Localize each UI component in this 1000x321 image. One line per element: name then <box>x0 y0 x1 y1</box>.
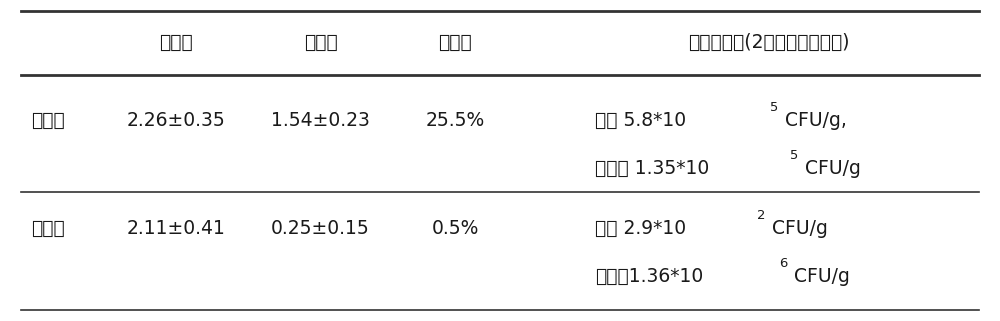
Text: CFU/g: CFU/g <box>772 220 828 239</box>
Text: 6: 6 <box>779 257 788 270</box>
Text: 0.25±0.15: 0.25±0.15 <box>271 220 370 239</box>
Text: CFU/g: CFU/g <box>805 159 861 178</box>
Text: 0.5%: 0.5% <box>431 220 479 239</box>
Text: 死淘率: 死淘率 <box>304 33 337 52</box>
Text: 1.54±0.23: 1.54±0.23 <box>271 111 370 130</box>
Text: CFU/g: CFU/g <box>794 267 850 286</box>
Text: 料肉比: 料肉比 <box>159 33 193 52</box>
Text: 粪便中菌群(2周取早晨鲜粪样): 粪便中菌群(2周取早晨鲜粪样) <box>688 33 850 52</box>
Text: 2.26±0.35: 2.26±0.35 <box>127 111 225 130</box>
Text: 乳酸菌1.36*10: 乳酸菌1.36*10 <box>595 267 703 286</box>
Text: 2: 2 <box>757 209 766 222</box>
Text: CFU/g,: CFU/g, <box>785 111 847 130</box>
Text: 5: 5 <box>790 149 798 161</box>
Text: 霉菌 5.8*10: 霉菌 5.8*10 <box>595 111 686 130</box>
Text: 腹泻率: 腹泻率 <box>438 33 472 52</box>
Text: 试验组: 试验组 <box>31 220 65 239</box>
Text: 乳酸菌 1.35*10: 乳酸菌 1.35*10 <box>595 159 709 178</box>
Text: 25.5%: 25.5% <box>426 111 485 130</box>
Text: 对照组: 对照组 <box>31 111 65 130</box>
Text: 5: 5 <box>770 101 778 114</box>
Text: 霉菌 2.9*10: 霉菌 2.9*10 <box>595 220 686 239</box>
Text: 2.11±0.41: 2.11±0.41 <box>126 220 225 239</box>
